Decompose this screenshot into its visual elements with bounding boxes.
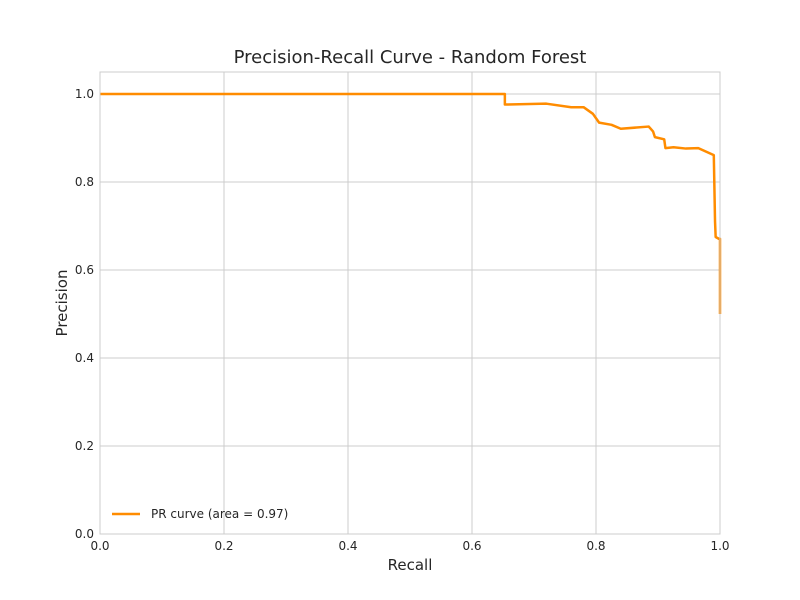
y-tick-label: 0.8 xyxy=(75,175,94,189)
y-tick-label: 0.6 xyxy=(75,263,94,277)
y-axis-title: Precision xyxy=(53,270,71,337)
x-tick-label: 0.2 xyxy=(214,539,233,553)
x-tick-label: 0.8 xyxy=(586,539,605,553)
x-tick-label: 0.4 xyxy=(338,539,357,553)
x-tick-label: 1.0 xyxy=(710,539,729,553)
y-tick-label: 0.2 xyxy=(75,439,94,453)
plot-data xyxy=(100,92,722,314)
pr-curve-line xyxy=(100,92,722,314)
y-tick-label: 0.0 xyxy=(75,527,94,541)
x-tick-label: 0.0 xyxy=(90,539,109,553)
legend-label: PR curve (area = 0.97) xyxy=(151,507,288,521)
plot-frame xyxy=(99,71,721,535)
x-tick-labels: 0.0 0.2 0.4 0.6 0.8 1.0 xyxy=(90,539,729,553)
legend: PR curve (area = 0.97) xyxy=(112,507,288,521)
y-tick-label: 0.4 xyxy=(75,351,94,365)
y-tick-labels: 0.0 0.2 0.4 0.6 0.8 1.0 xyxy=(75,87,94,541)
x-axis-title: Recall xyxy=(388,556,433,574)
x-tick-label: 0.6 xyxy=(462,539,481,553)
y-tick-label: 1.0 xyxy=(75,87,94,101)
chart-title: Precision-Recall Curve - Random Forest xyxy=(234,47,587,68)
